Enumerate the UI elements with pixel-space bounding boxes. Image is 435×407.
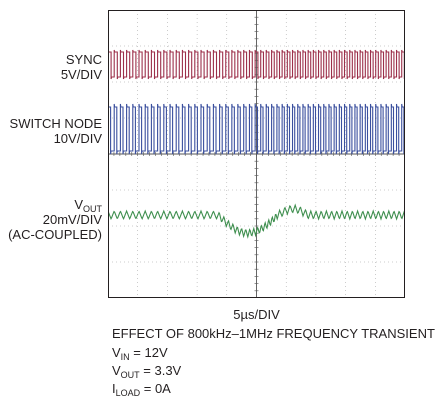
oscilloscope-plot [108, 10, 405, 298]
condition-vin: VIN = 12V [112, 345, 168, 362]
sync-trace [108, 49, 405, 80]
condition-iload: ILOAD = 0A [112, 381, 171, 398]
switch-node-label: SWITCH NODE 10V/DIV [9, 116, 102, 146]
vout-label: VOUT 20mV/DIV (AC-COUPLED) [8, 197, 102, 242]
vout-trace [108, 203, 405, 239]
condition-vout: VOUT = 3.3V [112, 363, 182, 380]
time-per-division: 5µs/DIV [233, 307, 280, 322]
sync-label: SYNC 5V/DIV [60, 52, 102, 82]
plot-frame [108, 10, 405, 298]
switch-node-trace [108, 103, 405, 155]
caption-title: EFFECT OF 800kHz–1MHz FREQUENCY TRANSIEN… [112, 326, 435, 341]
grid [108, 10, 405, 298]
traces [108, 49, 405, 239]
